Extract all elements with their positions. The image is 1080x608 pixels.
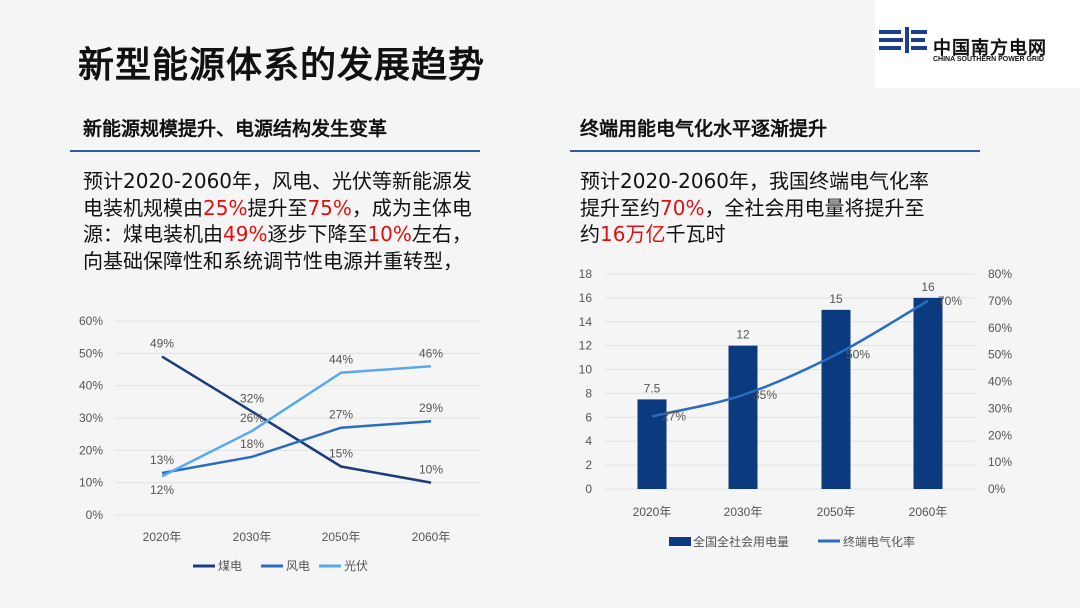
highlight-value: 70% <box>660 195 705 220</box>
data-label: 18% <box>240 437 264 451</box>
y2-tick-label: 70% <box>988 294 1012 308</box>
y-tick-label: 10 <box>579 363 593 377</box>
bar <box>821 309 851 489</box>
y2-tick-label: 60% <box>988 321 1012 335</box>
y2-tick-label: 80% <box>988 267 1012 281</box>
bar <box>728 345 758 489</box>
bar-data-label: 7.5 <box>644 381 661 395</box>
right-body-text: 预计2020-2060年，我国终端电气化率提升至约70%，全社会用电量将提升至约… <box>580 168 940 248</box>
y-tick-label: 6 <box>585 410 592 424</box>
line-data-label: 27% <box>662 409 686 423</box>
data-label: 26% <box>240 411 264 425</box>
left-divider <box>70 150 480 152</box>
logo-text: 中国南方电网 <box>933 38 1047 59</box>
text-run: 预计2020-2060年，我国终端电气化率提升至约 <box>580 169 930 220</box>
legend-label: 风电 <box>286 559 310 573</box>
line-data-label: 35% <box>753 388 777 402</box>
x-tick-label: 2030年 <box>233 530 272 544</box>
y-tick-label: 60% <box>79 314 103 328</box>
y2-tick-label: 40% <box>988 375 1012 389</box>
y2-tick-label: 50% <box>988 348 1012 362</box>
y-tick-label: 4 <box>585 434 592 448</box>
bar-data-label: 12 <box>736 328 750 342</box>
bar <box>913 297 943 489</box>
data-label: 10% <box>419 463 443 477</box>
x-tick-label: 2050年 <box>322 530 361 544</box>
text-run: 预计2020-2060年，风电、光伏等新能源发电装机规模由 <box>83 169 473 220</box>
y-tick-label: 30% <box>79 411 103 425</box>
series-line <box>161 355 432 484</box>
right-divider <box>570 150 980 152</box>
highlight-value: 75% <box>307 195 352 220</box>
text-run: 提升至 <box>247 195 308 220</box>
bar-data-label: 16 <box>921 280 935 294</box>
y-tick-label: 20% <box>79 443 103 457</box>
y-tick-label: 0 <box>585 482 592 496</box>
logo-text-en: CHINA SOUTHERN POWER GRID <box>933 56 1044 63</box>
legend-label: 终端电气化率 <box>843 534 915 549</box>
legend-label: 煤电 <box>218 559 242 573</box>
data-label: 29% <box>419 401 443 415</box>
text-run: 左右，向基础保障性和系统调节性电源并重转型， <box>83 222 472 273</box>
line-data-label: 50% <box>846 348 870 362</box>
y-tick-label: 14 <box>579 315 593 329</box>
x-tick-label: 2060年 <box>412 530 451 544</box>
series-line-rate <box>651 299 929 418</box>
text-run: ，成为主体电源：煤电装机由 <box>83 195 472 247</box>
y-tick-label: 40% <box>79 379 103 393</box>
y-tick-label: 16 <box>579 291 593 305</box>
x-tick-label: 2030年 <box>724 505 763 519</box>
highlight-value: 49% <box>223 222 268 246</box>
x-tick-label: 2020年 <box>143 530 182 544</box>
data-label: 44% <box>329 353 353 367</box>
text-run: ，全社会用电量将提升至约 <box>580 195 925 247</box>
y-tick-label: 50% <box>79 346 103 360</box>
y-tick-label: 10% <box>79 476 103 490</box>
series-line <box>161 365 432 478</box>
data-label: 15% <box>329 447 353 461</box>
logo-mark-icon <box>879 27 927 53</box>
y2-tick-label: 30% <box>988 401 1012 415</box>
data-label: 32% <box>240 392 264 406</box>
y-tick-label: 2 <box>585 458 592 472</box>
company-logo: 中国南方电网 CHINA SOUTHERN POWER GRID <box>875 0 1080 88</box>
y-tick-label: 18 <box>579 267 593 281</box>
line-data-label: 70% <box>938 294 962 308</box>
data-label: 12% <box>150 483 174 497</box>
legend-label: 全国全社会用电量 <box>693 534 789 549</box>
y-tick-label: 12 <box>579 339 593 353</box>
series-line <box>161 419 432 475</box>
x-tick-label: 2020年 <box>633 505 672 519</box>
y2-tick-label: 10% <box>988 455 1012 469</box>
y-tick-label: 0% <box>86 508 104 522</box>
bar-data-label: 15 <box>829 292 843 306</box>
x-tick-label: 2060年 <box>909 505 948 519</box>
data-label: 13% <box>150 453 174 467</box>
left-heading: 新能源规模提升、电源结构发生变革 <box>83 118 388 140</box>
highlight-value: 16万亿 <box>600 222 666 246</box>
data-label: 27% <box>329 408 353 422</box>
text-run: 千瓦时 <box>665 222 726 246</box>
highlight-value: 25% <box>203 195 248 220</box>
legend-swatch <box>669 537 691 546</box>
left-body-text: 预计2020-2060年，风电、光伏等新能源发电装机规模由25%提升至75%，成… <box>83 168 483 274</box>
page-title: 新型能源体系的发展趋势 <box>78 45 486 86</box>
x-tick-label: 2050年 <box>817 505 856 519</box>
y2-tick-label: 20% <box>988 428 1012 442</box>
right-heading: 终端用能电气化水平逐渐提升 <box>580 118 828 140</box>
y-tick-label: 8 <box>585 386 592 400</box>
highlight-value: 10% <box>367 222 412 246</box>
legend-label: 光伏 <box>344 559 368 573</box>
data-label: 46% <box>419 346 443 360</box>
y2-tick-label: 0% <box>988 482 1006 496</box>
text-run: 逐步下降至 <box>267 222 368 246</box>
data-label: 49% <box>150 337 174 351</box>
